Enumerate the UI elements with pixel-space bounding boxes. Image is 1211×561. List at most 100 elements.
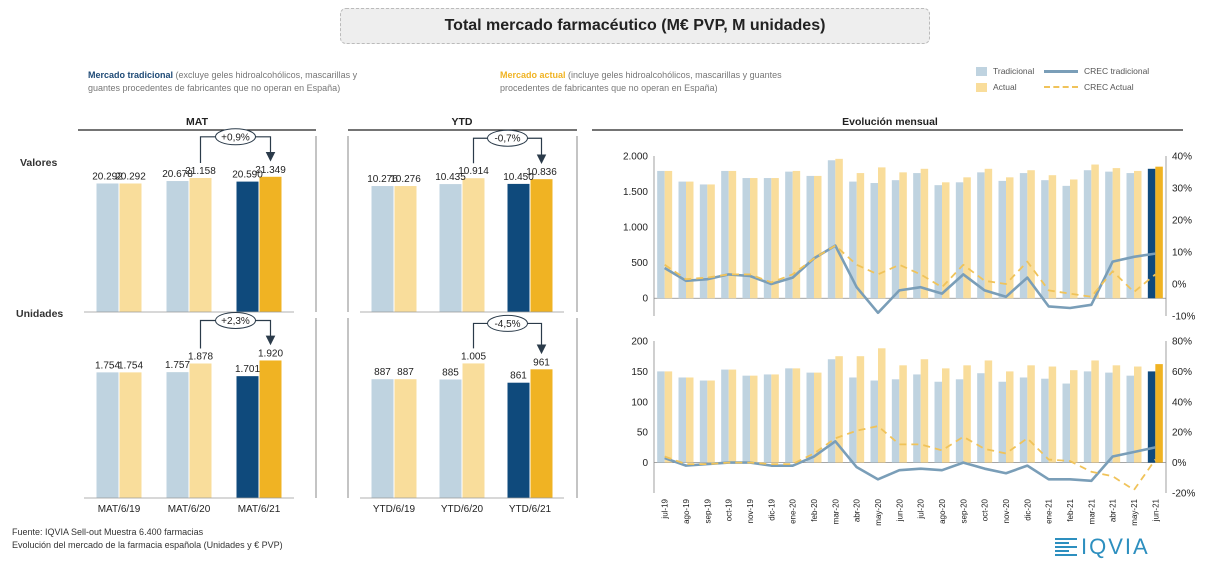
evolucion-unidades-bar-actual-7 (814, 372, 822, 463)
evolucion-unidades-bar-actual-15 (984, 360, 993, 463)
mat-unidades-bar-tradicional-0 (96, 372, 119, 498)
ytd-unidades-bar-actual-1 (462, 363, 485, 498)
evolucion-category-label-21: abr-21 (1109, 498, 1118, 522)
footer: Fuente: IQVIA Sell-out Muestra 6.400 far… (12, 526, 283, 552)
evolucion-category-label-4: nov-19 (746, 498, 755, 523)
mat-unidades-label-actual-2: 1.920 (258, 348, 283, 359)
evolucion-category-label-16: nov-20 (1002, 498, 1011, 523)
mat-valores-bar-tradicional-0 (96, 183, 119, 312)
evolucion-unidades-bar-actual-11 (899, 365, 907, 463)
mat-unidades-label-tradicional-0: 1.754 (95, 360, 120, 371)
evolucion-category-label-2: sep-19 (703, 498, 712, 523)
evolucion-valores-ytick-0: 0 (642, 294, 648, 305)
evolucion-valores-bar-actual-19 (1070, 179, 1078, 299)
ytd-valores-label-tradicional-2: 10.450 (503, 172, 534, 183)
evolucion-unidades-bar-tradicional-12 (913, 374, 921, 463)
evolucion-unidades-bar-tradicional-6 (785, 368, 793, 463)
evolucion-unidades-bar-actual-2 (707, 380, 715, 463)
evolucion-valores-bar-actual-23 (1155, 166, 1163, 299)
evolucion-valores-bar-tradicional-8 (827, 160, 836, 299)
mat-valores-bar-actual-2 (259, 176, 282, 312)
evolucion-valores-bar-tradicional-9 (849, 181, 857, 299)
evolucion-valores-bar-tradicional-13 (934, 185, 942, 299)
row-label-unidades: Unidades (16, 308, 63, 320)
mat-unidades-label-actual-1: 1.878 (188, 351, 213, 362)
ytd-unidades-bar-actual-0 (394, 379, 417, 498)
evolucion-unidades-bar-actual-3 (728, 369, 737, 463)
evolucion-unidades-y2tick-2: 20% (1172, 428, 1192, 439)
evolucion-valores-bar-actual-15 (984, 168, 993, 299)
evolucion-valores-bar-actual-22 (1134, 170, 1142, 299)
evolucion-valores-y2tick-2: 10% (1172, 248, 1192, 259)
evolucion-valores-bar-actual-17 (1027, 170, 1035, 299)
legend-line-crec-actual (1044, 86, 1078, 88)
evolucion-valores-bar-tradicional-4 (742, 178, 750, 299)
evolucion-valores-bar-actual-0 (664, 170, 673, 299)
evolucion-valores-y2tick-1: 0% (1172, 280, 1187, 291)
ytd-title: YTD (452, 116, 473, 128)
legend-desc-tradicional-bold: Mercado tradicional (88, 70, 174, 80)
evolucion-valores-y2tick-4: 30% (1172, 184, 1192, 195)
ytd-category-label-2: YTD/6/21 (509, 504, 552, 515)
mat-valores-bar-actual-1 (189, 177, 212, 312)
mat-unidades-label-tradicional-2: 1.701 (235, 364, 260, 375)
evolucion-category-label-12: jul-20 (917, 498, 926, 519)
mat-valores-label-tradicional-1: 20.678 (162, 169, 193, 180)
evolucion-valores-y2tick-3: 20% (1172, 216, 1192, 227)
evolucion-unidades-bar-actual-6 (792, 368, 801, 463)
mat-title: MAT (186, 116, 209, 128)
evolucion-valores-bar-actual-21 (1112, 168, 1121, 299)
evolucion-unidades-ytick-4: 200 (631, 337, 648, 348)
evolucion-unidades-bar-actual-20 (1091, 360, 1099, 463)
legend-line-crec-tradicional (1044, 69, 1078, 73)
evolucion-unidades-bar-tradicional-11 (891, 379, 900, 463)
evolucion-category-label-7: feb-20 (810, 498, 819, 521)
evolucion-valores-ytick-1: 500 (631, 258, 648, 269)
evolucion-unidades-y2tick-0: -20% (1172, 489, 1195, 500)
evolucion-unidades-bar-tradicional-3 (721, 369, 729, 463)
ytd-unidades-growth-badge (487, 314, 528, 332)
mat-valores-label-actual-2: 21.349 (255, 165, 286, 176)
evolucion-category-label-22: may-21 (1130, 498, 1139, 525)
evolucion-category-label-1: ago-19 (682, 498, 691, 523)
evolucion-unidades-bar-actual-0 (664, 371, 673, 463)
ytd-unidades-label-actual-1: 1.005 (461, 351, 486, 362)
mat-unidades-bar-tradicional-2 (236, 376, 259, 498)
evolucion-valores-bar-tradicional-21 (1105, 171, 1113, 299)
mat-valores-growth-badge (215, 128, 256, 146)
legend-desc-tradicional: Mercado tradicional (excluye geles hidro… (88, 69, 388, 95)
mat-unidades-bar-actual-0 (119, 372, 142, 498)
evolucion-category-label-14: sep-20 (959, 498, 968, 523)
evolucion-category-label-8: mar-20 (831, 498, 840, 524)
evolucion-unidades-bar-actual-9 (856, 356, 865, 463)
evolucion-unidades-bar-actual-16 (1006, 371, 1014, 463)
ytd-valores-label-tradicional-1: 10.435 (435, 172, 466, 183)
evolucion-unidades-y2tick-3: 40% (1172, 397, 1192, 408)
legend-item-crec-tradicional: CREC tradicional (1044, 66, 1149, 76)
mat-unidades-growth-arrow (199, 319, 276, 349)
evolucion-valores-bar-tradicional-23 (1147, 168, 1156, 299)
mat-unidades-label-actual-0: 1.754 (118, 360, 143, 371)
evolucion-valores-ytick-2: 1.000 (623, 223, 648, 234)
evolucion-unidades-bar-tradicional-19 (1062, 383, 1070, 463)
evolucion-valores-bar-tradicional-3 (721, 170, 729, 299)
evolucion-category-label-15: oct-20 (981, 498, 990, 521)
legend-item-tradicional: Tradicional (976, 66, 1034, 76)
evolucion-unidades-bar-actual-13 (942, 368, 950, 463)
ytd-unidades-label-tradicional-0: 887 (374, 367, 391, 378)
mat-category-label-0: MAT/6/19 (98, 504, 141, 515)
ytd-category-label-0: YTD/6/19 (373, 504, 416, 515)
evolucion-unidades-bar-actual-21 (1112, 365, 1121, 463)
evolucion-category-label-20: mar-21 (1087, 498, 1096, 524)
ytd-category-label-1: YTD/6/20 (441, 504, 484, 515)
ytd-unidades-bar-actual-2 (530, 369, 553, 498)
evolucion-unidades-bar-tradicional-16 (998, 381, 1006, 463)
legend-item-actual: Actual (976, 82, 1017, 92)
evolucion-category-label-0: jul-19 (661, 498, 670, 519)
evolucion-valores-bar-actual-20 (1091, 164, 1099, 299)
evolucion-valores-bar-tradicional-18 (1041, 180, 1049, 299)
mat-valores-growth-label: +0,9% (221, 132, 250, 143)
evolucion-unidades-bar-tradicional-1 (678, 377, 686, 463)
evolucion-valores-ytick-3: 1.500 (623, 187, 648, 198)
evolucion-unidades-line-crec-tradicional (664, 440, 1156, 483)
